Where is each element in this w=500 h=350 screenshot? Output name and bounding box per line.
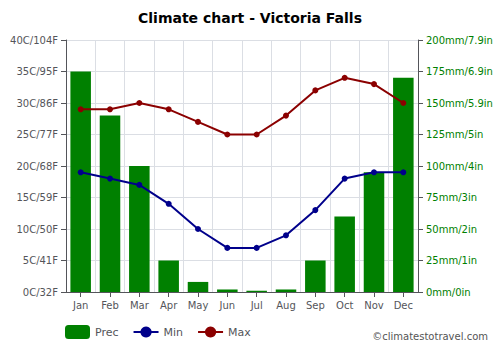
svg-text:Climate chart - Victoria Falls: Climate chart - Victoria Falls xyxy=(138,10,362,26)
svg-text:20C/68F: 20C/68F xyxy=(16,161,58,172)
svg-text:Oct: Oct xyxy=(336,300,353,311)
svg-text:25mm/1in: 25mm/1in xyxy=(426,255,477,266)
svg-text:0C/32F: 0C/32F xyxy=(23,287,58,298)
svg-text:15C/59F: 15C/59F xyxy=(16,192,58,203)
svg-text:Dec: Dec xyxy=(394,300,413,311)
svg-text:Feb: Feb xyxy=(101,300,119,311)
svg-text:100mm/4in: 100mm/4in xyxy=(426,161,483,172)
svg-text:0mm/0in: 0mm/0in xyxy=(426,287,471,298)
svg-text:Min: Min xyxy=(164,326,184,339)
svg-text:40C/104F: 40C/104F xyxy=(10,35,58,46)
svg-text:175mm/6.9in: 175mm/6.9in xyxy=(426,66,493,77)
svg-text:©climatestotravel.com: ©climatestotravel.com xyxy=(372,331,488,342)
svg-text:Jan: Jan xyxy=(72,300,88,311)
svg-text:30C/86F: 30C/86F xyxy=(16,98,58,109)
svg-text:Mar: Mar xyxy=(130,300,150,311)
svg-text:200mm/7.9in: 200mm/7.9in xyxy=(426,35,493,46)
svg-text:Aug: Aug xyxy=(276,300,296,311)
svg-text:10C/50F: 10C/50F xyxy=(16,224,58,235)
svg-text:50mm/2in: 50mm/2in xyxy=(426,224,477,235)
svg-text:May: May xyxy=(188,300,209,311)
svg-text:Apr: Apr xyxy=(160,300,178,311)
svg-text:5C/41F: 5C/41F xyxy=(23,255,58,266)
svg-text:Sep: Sep xyxy=(306,300,325,311)
svg-text:125mm/5in: 125mm/5in xyxy=(426,129,483,140)
svg-text:75mm/3in: 75mm/3in xyxy=(426,192,477,203)
svg-text:Nov: Nov xyxy=(364,300,384,311)
svg-text:Max: Max xyxy=(228,326,251,339)
svg-text:Jun: Jun xyxy=(219,300,236,311)
svg-text:Jul: Jul xyxy=(250,300,263,311)
svg-text:25C/77F: 25C/77F xyxy=(16,129,58,140)
svg-text:35C/95F: 35C/95F xyxy=(16,66,58,77)
svg-text:150mm/5.9in: 150mm/5.9in xyxy=(426,98,493,109)
svg-text:Prec: Prec xyxy=(95,326,119,339)
